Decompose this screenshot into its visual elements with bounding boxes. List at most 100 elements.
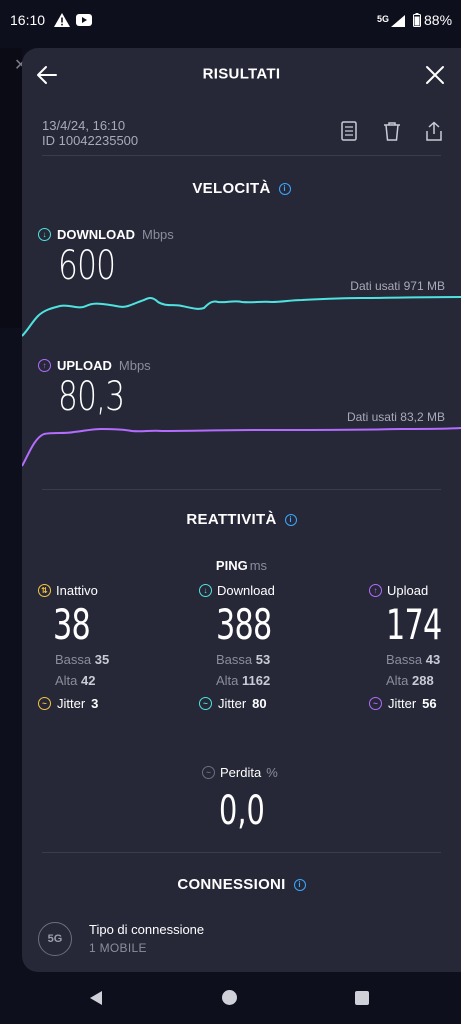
ping-download-label-text: Download bbox=[217, 583, 275, 598]
divider bbox=[42, 852, 441, 853]
high-value: 1162 bbox=[242, 673, 271, 688]
nav-recents-icon[interactable] bbox=[355, 991, 369, 1005]
jitter-wave-icon: ~ bbox=[38, 697, 51, 710]
low-value: 53 bbox=[255, 652, 271, 667]
ping-download-high: Alta 1162 bbox=[216, 673, 329, 688]
download-data-used: Dati usati 971 MB bbox=[350, 279, 445, 293]
ping-upload-low: Bassa 43 bbox=[386, 652, 461, 667]
download-arrow-icon: ↓ bbox=[38, 228, 51, 241]
results-sheet: RISULTATI 13/4/24, 16:10 ID 10042235500 … bbox=[22, 48, 461, 972]
ping-download-label: ↓ Download bbox=[199, 583, 329, 598]
5g-badge-icon: 5G bbox=[38, 922, 72, 956]
high-value: 288 bbox=[412, 673, 434, 688]
test-id: ID 10042235500 bbox=[42, 133, 139, 148]
ping-upload-value: 174 bbox=[386, 600, 461, 650]
download-graph bbox=[22, 296, 461, 337]
page-title: RISULTATI bbox=[202, 65, 281, 83]
info-icon[interactable]: i bbox=[278, 183, 291, 196]
trash-icon[interactable] bbox=[382, 121, 402, 141]
upload-unit: Mbps bbox=[118, 358, 151, 373]
arrow-left-icon[interactable] bbox=[36, 64, 58, 86]
jitter-label: Jitter bbox=[218, 696, 247, 711]
high-label: Alta bbox=[55, 673, 78, 688]
close-icon[interactable] bbox=[424, 64, 446, 86]
speed-title-text: VELOCITÀ bbox=[192, 180, 271, 197]
ping-upload-jitter: ~ Jitter 56 bbox=[369, 696, 461, 711]
low-label: Bassa bbox=[55, 652, 92, 667]
test-date: 13/4/24, 16:10 bbox=[42, 118, 126, 133]
download-label: ↓ DOWNLOAD Mbps bbox=[38, 227, 174, 242]
ping-upload-label-text: Upload bbox=[387, 583, 429, 598]
high-value: 42 bbox=[81, 673, 96, 688]
share-icon[interactable] bbox=[424, 121, 444, 141]
status-bar: 16:10 5G 88% bbox=[0, 0, 461, 40]
info-icon[interactable]: i bbox=[293, 879, 306, 892]
upload-arrow-icon: ↑ bbox=[369, 584, 382, 597]
signal-icon bbox=[391, 15, 405, 27]
idle-arrows-icon: ⇅ bbox=[38, 584, 51, 597]
low-value: 43 bbox=[425, 652, 441, 667]
ping-idle-value: 38 bbox=[53, 600, 168, 650]
ping-idle-value-text: 38 bbox=[53, 600, 91, 649]
jitter-wave-icon: ~ bbox=[199, 697, 212, 710]
ping-download-value: 388 bbox=[216, 600, 329, 650]
jitter-label: Jitter bbox=[388, 696, 417, 711]
jitter-value: 56 bbox=[422, 696, 437, 711]
ping-download-value-text: 388 bbox=[216, 600, 272, 649]
battery-icon bbox=[413, 13, 421, 27]
high-label: Alta bbox=[386, 673, 409, 688]
nav-home-icon[interactable] bbox=[222, 990, 237, 1005]
download-speed-value: 600 bbox=[58, 243, 116, 289]
status-time: 16:10 bbox=[10, 12, 46, 28]
ping-idle-high: Alta 42 bbox=[55, 673, 168, 688]
ping-label: PING ms bbox=[22, 558, 461, 573]
jitter-value: 3 bbox=[91, 696, 99, 711]
background-app bbox=[0, 48, 22, 328]
responsiveness-title-text: REATTIVITÀ bbox=[186, 511, 277, 528]
upload-graph bbox=[22, 427, 461, 467]
network-type: 5G bbox=[377, 14, 390, 24]
packet-loss-unit: % bbox=[266, 765, 278, 780]
ping-download-jitter: ~ Jitter 80 bbox=[199, 696, 329, 711]
download-unit: Mbps bbox=[142, 227, 174, 242]
ping-idle-column: ⇅ Inattivo 38 Bassa 35 Alta 42 ~ Jitter … bbox=[38, 583, 168, 711]
packet-loss-value: 0,0 bbox=[219, 788, 265, 834]
download-arrow-icon: ↓ bbox=[199, 584, 212, 597]
document-icon[interactable] bbox=[340, 121, 358, 141]
connections-title-text: CONNESSIONI bbox=[177, 876, 286, 893]
upload-data-used: Dati usati 83,2 MB bbox=[346, 410, 445, 424]
jitter-value: 80 bbox=[252, 696, 267, 711]
ping-upload-high: Alta 288 bbox=[386, 673, 461, 688]
packet-loss-label: ~ Perdita % bbox=[202, 765, 278, 780]
responsiveness-section-title: REATTIVITÀ i bbox=[22, 511, 461, 528]
ping-upload-column: ↑ Upload 174 Bassa 43 Alta 288 ~ Jitter … bbox=[369, 583, 461, 711]
jitter-wave-icon: ~ bbox=[369, 697, 382, 710]
connections-section-title: CONNESSIONI i bbox=[22, 876, 461, 893]
low-value: 35 bbox=[94, 652, 110, 667]
ping-download-column: ↓ Download 388 Bassa 53 Alta 1162 ~ Jitt… bbox=[199, 583, 329, 711]
ping-upload-label: ↑ Upload bbox=[369, 583, 461, 598]
youtube-icon bbox=[76, 14, 92, 26]
connection-type-value: 1 MOBILE bbox=[89, 941, 147, 955]
divider bbox=[42, 489, 441, 490]
low-label: Bassa bbox=[216, 652, 253, 667]
info-icon[interactable]: i bbox=[284, 514, 297, 527]
upload-arrow-icon: ↑ bbox=[38, 359, 51, 372]
ping-download-low: Bassa 53 bbox=[216, 652, 329, 667]
ping-upload-value-text: 174 bbox=[386, 600, 442, 649]
packet-loss-icon: ~ bbox=[202, 766, 215, 779]
jitter-label: Jitter bbox=[57, 696, 86, 711]
high-label: Alta bbox=[216, 673, 239, 688]
ping-idle-jitter: ~ Jitter 3 bbox=[38, 696, 168, 711]
download-label-text: DOWNLOAD bbox=[57, 227, 135, 242]
battery-percent: 88% bbox=[424, 12, 453, 28]
upload-speed-value: 80,3 bbox=[58, 374, 125, 420]
ping-unit: ms bbox=[249, 558, 268, 573]
nav-back-icon[interactable] bbox=[88, 990, 104, 1006]
upload-label: ↑ UPLOAD Mbps bbox=[38, 358, 151, 373]
ping-idle-label: ⇅ Inattivo bbox=[38, 583, 168, 598]
upload-label-text: UPLOAD bbox=[57, 358, 112, 373]
ping-idle-label-text: Inattivo bbox=[56, 583, 98, 598]
warning-icon bbox=[54, 13, 70, 27]
connection-type-label: Tipo di connessione bbox=[89, 922, 205, 937]
